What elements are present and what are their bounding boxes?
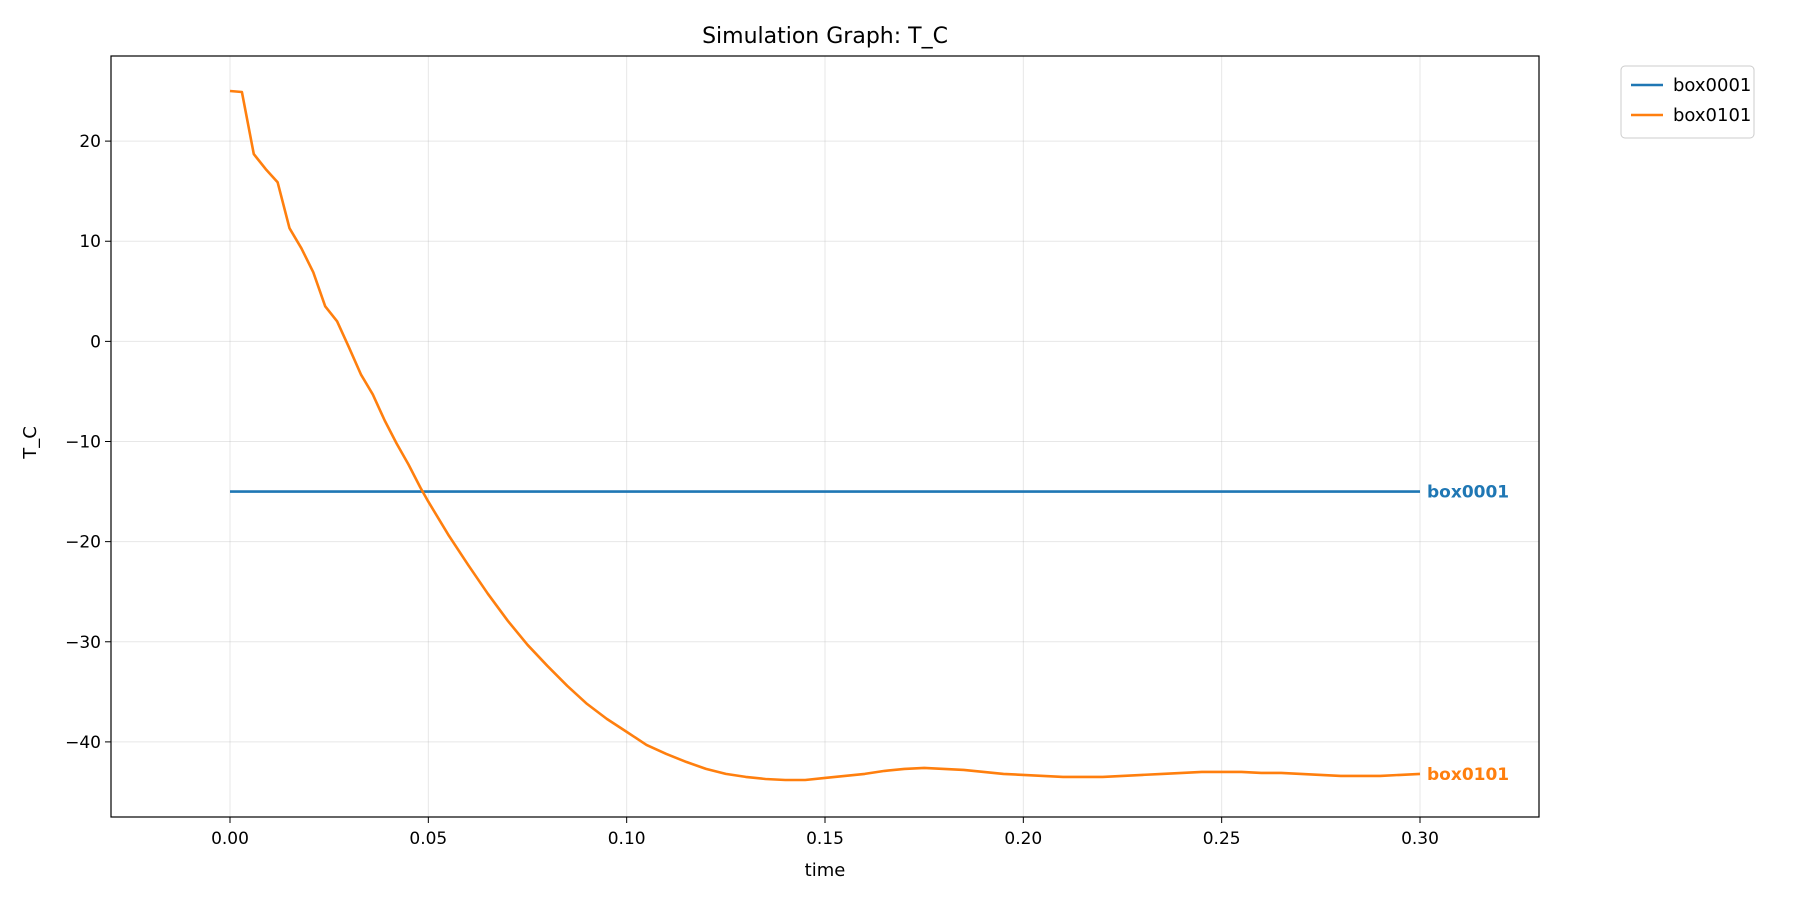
y-tick-label: −20 bbox=[65, 533, 101, 553]
x-tick-label: 0.30 bbox=[1401, 829, 1439, 849]
x-tick-label: 0.10 bbox=[608, 829, 646, 849]
x-tick-label: 0.00 bbox=[211, 829, 249, 849]
series-layer bbox=[229, 89, 1421, 782]
y-tick-label: −40 bbox=[65, 733, 101, 753]
end-labels: box0001 box0101 bbox=[1427, 483, 1509, 785]
legend: box0001 box0101 bbox=[1620, 65, 1755, 139]
end-label-box0001: box0001 bbox=[1427, 483, 1509, 503]
ticks: 0.00 0.05 0.10 0.15 0.20 0.25 0.30 −40 −30 −20 −10… bbox=[65, 132, 1439, 849]
x-tick-label: 0.25 bbox=[1203, 829, 1241, 849]
chart-title: Simulation Graph: T_C bbox=[702, 24, 948, 49]
y-tick-label: −30 bbox=[65, 633, 101, 653]
x-tick-label: 0.20 bbox=[1004, 829, 1042, 849]
y-tick-label: 10 bbox=[79, 232, 101, 252]
x-tick-label: 0.15 bbox=[806, 829, 844, 849]
y-tick-label: −10 bbox=[65, 433, 101, 453]
y-axis-title: T_C bbox=[20, 426, 41, 460]
grid bbox=[111, 56, 1539, 817]
y-tick-label: 20 bbox=[79, 132, 101, 152]
legend-label-box0001: box0001 bbox=[1673, 75, 1751, 96]
legend-label-box0101: box0101 bbox=[1673, 105, 1751, 126]
x-tick-label: 0.05 bbox=[409, 829, 447, 849]
end-label-box0101: box0101 bbox=[1427, 765, 1509, 785]
x-axis-title: time bbox=[805, 860, 846, 881]
y-tick-label: 0 bbox=[90, 332, 101, 352]
series-line-box0101 bbox=[229, 89, 1421, 782]
